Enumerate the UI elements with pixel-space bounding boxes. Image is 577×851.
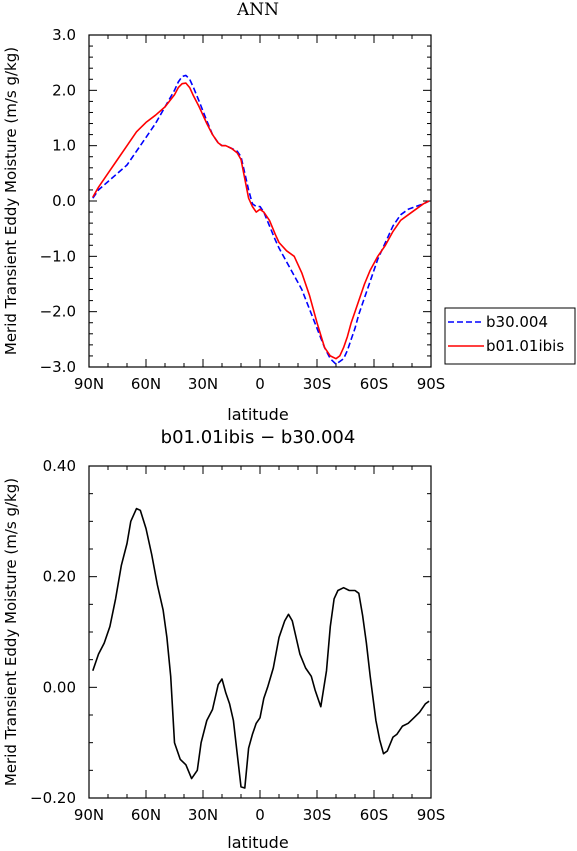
x-tick-label: 90N [74, 375, 104, 393]
axes-bottom: 90N 60N 30N 0 30S 60S 90S −0.20 0.00 0.20 0.40 [30, 457, 445, 824]
y-axis-label: Merid Transient Eddy Moisture (m/s g/kg) [2, 47, 20, 355]
x-axis-label: latitude [227, 833, 288, 851]
chart-difference: b01.01ibis − b30.004 90N 60N 30N 0 30S 60S 90S… [2, 427, 445, 851]
legend-label-b30-004: b30.004 [486, 313, 548, 331]
x-tick-label: 60S [360, 806, 389, 824]
y-tick-label: −2.0 [40, 303, 76, 321]
plot-frame [88, 465, 432, 799]
y-tick-label: 0.0 [52, 192, 76, 210]
series-line-difference [92, 507, 430, 789]
x-tick-label: 90S [417, 806, 446, 824]
x-tick-label: 30N [188, 806, 218, 824]
y-tick-label: 0.20 [43, 568, 76, 586]
legend: b30.004 b01.01ibis [444, 307, 576, 365]
y-tick-label: −1.0 [40, 247, 76, 265]
y-tick-label: 2.0 [52, 81, 76, 99]
y-axis-label: Merid Transient Eddy Moisture (m/s g/kg) [2, 478, 20, 786]
x-tick-label: 0 [255, 375, 265, 393]
y-tick-label: 1.0 [52, 137, 76, 155]
x-tick-label: 30S [303, 375, 332, 393]
plot-frame [88, 34, 432, 368]
series-lines-bottom [92, 507, 430, 789]
x-tick-label: 60S [360, 375, 389, 393]
y-tick-label: 0.40 [43, 457, 76, 475]
chart-title: b01.01ibis − b30.004 [161, 427, 356, 448]
x-tick-label: 90S [417, 375, 446, 393]
series-lines-top [92, 74, 430, 366]
x-tick-label: 30S [303, 806, 332, 824]
y-tick-label: 3.0 [52, 26, 76, 44]
y-tick-label: 0.00 [43, 678, 76, 696]
x-axis-label: latitude [227, 405, 288, 424]
chart-annual: ANN 90N 60N 30N 0 30S 60S 90S −3.0 −2.0 −1.0 0.0 1.… [2, 0, 576, 424]
x-tick-label: 60N [131, 375, 161, 393]
x-tick-label: 0 [255, 806, 265, 824]
legend-box [444, 307, 576, 365]
y-tick-label: −0.20 [30, 789, 76, 807]
axes-top: 90N 60N 30N 0 30S 60S 90S −3.0 −2.0 −1.0 0.0 1.0 2.0… [40, 26, 446, 393]
legend-label-b01-01ibis: b01.01ibis [486, 337, 564, 355]
x-tick-label: 30N [188, 375, 218, 393]
chart-title: ANN [236, 0, 279, 20]
series-line-b01-01ibis [92, 82, 430, 360]
y-tick-label: −3.0 [40, 358, 76, 376]
series-line-b30-004 [92, 74, 430, 366]
x-tick-label: 90N [74, 806, 104, 824]
x-tick-label: 60N [131, 806, 161, 824]
